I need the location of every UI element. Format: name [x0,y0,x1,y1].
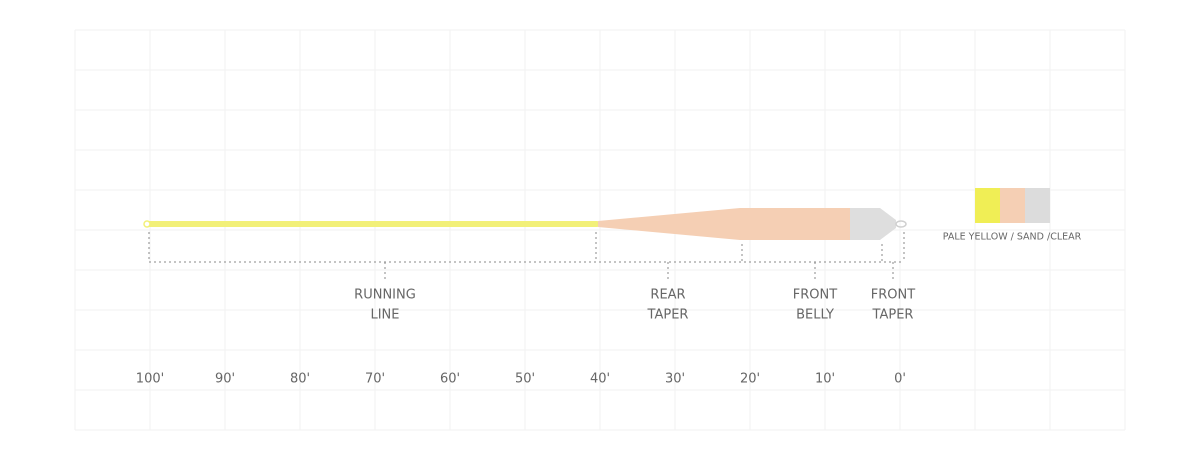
section-label: FRONT [871,288,915,303]
distance-label: 10' [815,372,835,387]
distance-label: 100' [136,372,164,387]
distance-label: 90' [215,372,235,387]
section-label: REAR [650,288,685,303]
background-grid [74,29,1126,431]
section-label: TAPER [872,308,914,323]
fly-line [143,208,907,240]
distance-label: 60' [440,372,460,387]
distance-scale: 100' 90' 80' 70' 60' 50' 40' 30' 20' 10' 0' [136,372,906,387]
swatch-pale-yellow [975,188,1000,223]
distance-label: 0' [894,372,906,387]
color-legend: PALE YELLOW / SAND /CLEAR [943,188,1082,243]
section-label: BELLY [796,308,834,323]
distance-label: 20' [740,372,760,387]
distance-label: 40' [590,372,610,387]
legend-label: PALE YELLOW / SAND /CLEAR [943,232,1082,243]
distance-label: 70' [365,372,385,387]
section-label: FRONT [793,288,837,303]
rear-taper-belly [598,208,850,240]
rear-loop [143,220,151,228]
welded-loop [895,220,907,228]
section-label: LINE [370,308,399,323]
section-label: RUNNING [354,288,416,303]
swatch-clear [1025,188,1050,223]
section-label: TAPER [647,308,689,323]
clear-tip [850,208,896,240]
distance-label: 30' [665,372,685,387]
section-bracket [148,232,905,282]
distance-label: 80' [290,372,310,387]
distance-label: 50' [515,372,535,387]
running-line [146,221,600,227]
swatch-sand [1000,188,1025,223]
section-labels: RUNNING LINE REAR TAPER FRONT BELLY FRONT TAPER [354,288,915,323]
